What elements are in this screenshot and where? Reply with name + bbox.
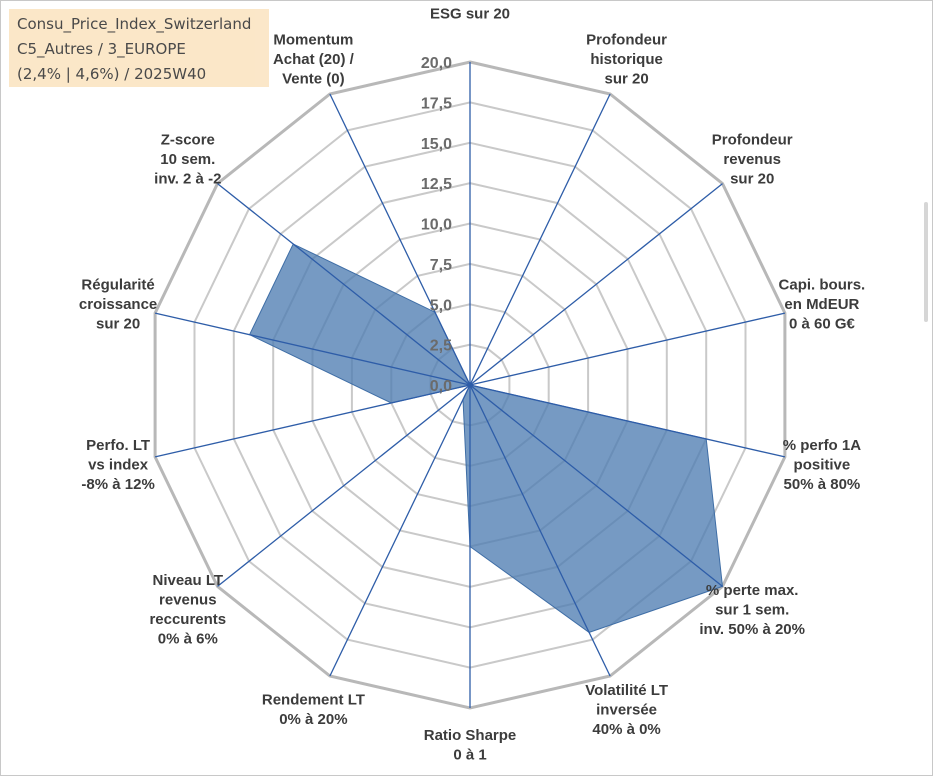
axis-label-line: sur 1 sem.	[715, 601, 789, 618]
axis-spoke-2	[469, 183, 723, 386]
axis-label-line: % perte max.	[706, 582, 799, 599]
axis-label-0: Note ESG sur 20	[430, 1, 510, 23]
axis-label-line: revenus	[723, 151, 781, 168]
axis-label-line: Capi. bours.	[779, 276, 866, 293]
axis-label-1: Profondeur historique sur 20	[586, 32, 667, 88]
axis-spoke-12	[217, 183, 471, 386]
axis-spoke-3	[469, 312, 786, 386]
axis-label-line: positive	[794, 457, 851, 474]
axis-spoke-13	[329, 93, 471, 386]
axis-label-11: Régularité croissance sur 20	[79, 276, 157, 332]
axis-label-line: inv. 2 à -2	[154, 171, 221, 188]
axis-spoke-5	[469, 384, 723, 587]
tick-label: 10,0	[421, 217, 452, 234]
axis-label-line: Ratio Sharpe	[424, 727, 517, 744]
axis-spoke-8	[329, 384, 471, 677]
chart-title-line-1: Consu_Price_Index_Switzerland	[17, 15, 252, 33]
axis-label-line: Momentum	[273, 32, 353, 49]
tick-label: 12,5	[421, 176, 452, 193]
scrollbar-thumb[interactable]	[924, 202, 928, 322]
axis-label-line: Profondeur	[712, 132, 793, 149]
axis-label-line: historique	[590, 51, 663, 68]
axis-spoke-11	[154, 312, 471, 386]
axis-spoke-9	[217, 384, 471, 587]
axis-spoke-6	[469, 384, 611, 677]
axis-label-line: sur 20	[96, 315, 140, 332]
axis-label-10: Perfo. LT vs index -8% à 12%	[81, 437, 154, 493]
axis-label-line: inversée	[596, 702, 657, 719]
axis-label-7: Ratio Sharpe 0 à 1	[424, 727, 517, 764]
axis-label-9: Niveau LT revenus reccurents 0% à 6%	[149, 572, 226, 648]
axis-label-line: Vente (0)	[282, 71, 345, 88]
axis-label-line: inv. 50% à 20%	[699, 621, 805, 638]
axis-label-line: Rendement LT	[262, 692, 365, 709]
axis-label-line: 0% à 20%	[279, 711, 347, 728]
axis-label-2: Profondeur revenus sur 20	[712, 132, 793, 188]
axis-spoke-4	[469, 384, 786, 458]
axis-label-line: -8% à 12%	[81, 476, 154, 493]
axis-label-line: Profondeur	[586, 32, 667, 49]
tick-label: 15,0	[421, 136, 452, 153]
tick-label: 7,5	[430, 257, 452, 274]
axis-label-line: Niveau LT	[153, 572, 224, 589]
axis-label-8: Rendement LT 0% à 20%	[262, 692, 365, 729]
chart-title-line-3: (2,4% | 4,6%) / 2025W40	[17, 65, 207, 83]
tick-label: 5,0	[430, 297, 452, 314]
axis-label-line: vs index	[88, 457, 149, 474]
axis-label-5: % perte max. sur 1 sem. inv. 50% à 20%	[699, 582, 805, 638]
tick-label: 2,5	[430, 338, 452, 355]
tick-label: 17,5	[421, 95, 452, 112]
axis-spoke-10	[154, 384, 471, 458]
axis-label-line: 40% à 0%	[592, 721, 660, 738]
tick-label: 20,0	[421, 55, 452, 72]
axis-label-line: reccurents	[149, 611, 226, 628]
axis-label-line: revenus	[159, 592, 217, 609]
axis-label-3: Capi. bours. en MdEUR 0 à 60 G€	[779, 276, 866, 332]
axis-label-line: ESG sur 20	[430, 6, 510, 23]
chart-title-box: Consu_Price_Index_Switzerland C5_Autres …	[9, 9, 269, 87]
axis-label-line: 50% à 80%	[784, 476, 861, 493]
axis-label-13: Momentum Achat (20) / Vente (0)	[273, 32, 355, 88]
axis-label-line: croissance	[79, 296, 157, 313]
axis-label-line: sur 20	[730, 171, 774, 188]
axis-label-line: 0 à 1	[453, 747, 486, 764]
axis-label-line: Z-score	[161, 132, 215, 149]
axis-label-line: Achat (20) /	[273, 51, 355, 68]
axis-spoke-1	[469, 93, 611, 386]
axis-label-line: sur 20	[604, 71, 648, 88]
axis-label-line: Volatilité LT	[585, 682, 668, 699]
axis-label-4: % perfo 1A positive 50% à 80%	[783, 437, 862, 493]
axis-label-12: Z-score 10 sem. inv. 2 à -2	[154, 132, 221, 188]
axis-label-line: en MdEUR	[784, 296, 859, 313]
vertical-scrollbar[interactable]	[921, 2, 931, 774]
axis-label-line: Régularité	[81, 276, 154, 293]
chart-title-line-2: C5_Autres / 3_EUROPE	[17, 40, 186, 58]
axis-label-line: Perfo. LT	[86, 437, 150, 454]
axis-label-line: 0 à 60 G€	[789, 315, 856, 332]
axis-label-line: % perfo 1A	[783, 437, 862, 454]
tick-label: 0,0	[430, 378, 452, 395]
axis-label-line: Note	[453, 1, 486, 3]
axis-label-line: 10 sem.	[160, 151, 215, 168]
axis-label-6: Volatilité LT inversée 40% à 0%	[585, 682, 668, 738]
axis-label-line: 0% à 6%	[158, 631, 218, 648]
